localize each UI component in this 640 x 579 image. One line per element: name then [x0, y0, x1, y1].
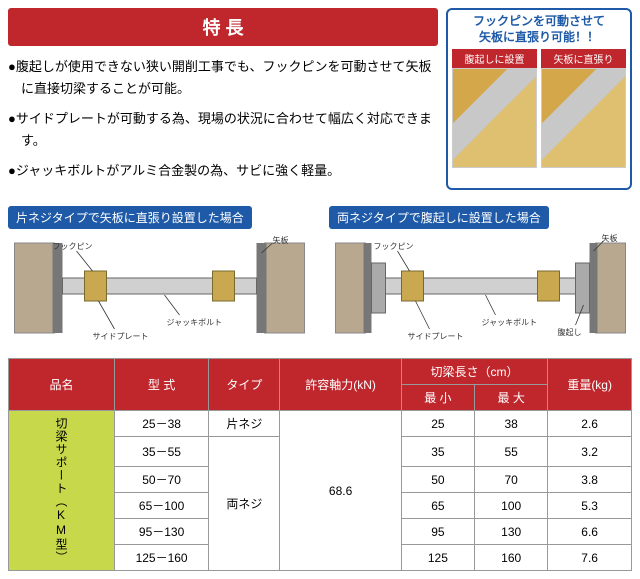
feature-item: 腹起しが使用できない狭い開削工事でも、フックピンを可動させて矢板に直接切梁するこ…: [8, 56, 438, 100]
svg-text:フックピン: フックピン: [374, 242, 414, 251]
th-weight: 重量(kg): [548, 359, 632, 411]
th-name: 品名: [9, 359, 115, 411]
svg-text:腹起し: 腹起し: [558, 327, 582, 337]
diagram-label: 両ネジタイプで腹起しに設置した場合: [329, 206, 549, 229]
spec-table: 品名 型 式 タイプ 許容軸力(kN) 切梁長さ（cm） 重量(kg) 最 小 …: [8, 358, 632, 571]
svg-text:フックピン: フックピン: [53, 242, 93, 251]
features-header: 特 長: [8, 8, 438, 46]
th-model: 型 式: [114, 359, 208, 411]
table-row: 切梁サポート（KM型） 25－38 片ネジ 68.6 25 38 2.6: [9, 411, 632, 437]
th-axial: 許容軸力(kN): [280, 359, 401, 411]
diagram-left: 片ネジタイプで矢板に直張り設置した場合 フックピン 矢板 ジャッキボルト サイド…: [8, 206, 311, 348]
svg-text:サイドプレート: サイドプレート: [408, 332, 464, 341]
svg-text:ジャッキボルト: ジャッキボルト: [167, 318, 223, 327]
svg-text:サイドプレート: サイドプレート: [93, 332, 149, 341]
product-name-cell: 切梁サポート（KM型）: [9, 411, 115, 571]
highlight-panel: フックピンを可動させて 矢板に直張り可能！！ 腹起しに設置 矢板に直張り: [446, 8, 632, 190]
th-min: 最 小: [401, 385, 474, 411]
svg-text:矢板: 矢板: [602, 233, 618, 243]
diagram-label: 片ネジタイプで矢板に直張り設置した場合: [8, 206, 252, 229]
svg-text:矢板: 矢板: [273, 235, 289, 245]
panel-image: [541, 68, 626, 168]
panel-image-label: 腹起しに設置: [452, 49, 537, 68]
diagram-right: 両ネジタイプで腹起しに設置した場合 フックピン 矢板 ジャッキボルト サイドプレ…: [329, 206, 632, 348]
th-length: 切梁長さ（cm）: [401, 359, 548, 385]
th-type: タイプ: [209, 359, 280, 411]
panel-title: フックピンを可動させて 矢板に直張り可能！！: [452, 14, 626, 45]
svg-text:ジャッキボルト: ジャッキボルト: [482, 318, 538, 327]
panel-image: [452, 68, 537, 168]
features-list: 腹起しが使用できない狭い開削工事でも、フックピンを可動させて矢板に直接切梁するこ…: [8, 56, 438, 182]
th-max: 最 大: [475, 385, 548, 411]
feature-item: サイドプレートが可動する為、現場の状況に合わせて幅広く対応できます。: [8, 108, 438, 152]
feature-item: ジャッキボルトがアルミ合金製の為、サビに強く軽量。: [8, 160, 438, 182]
panel-image-label: 矢板に直張り: [541, 49, 626, 68]
